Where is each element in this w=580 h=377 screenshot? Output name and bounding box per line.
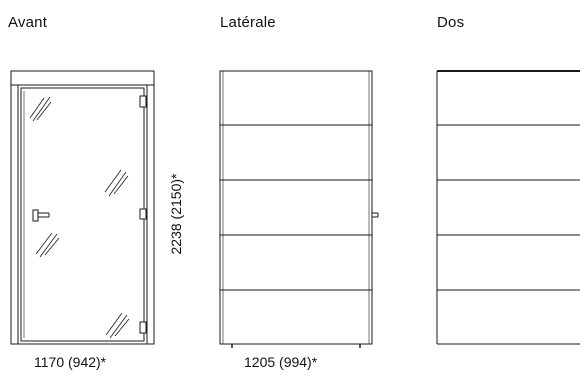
hinge-top [139, 95, 147, 108]
side-view [219, 70, 379, 348]
front-width-dimension: 1170 (942)* [34, 354, 107, 370]
side-outer-frame [219, 70, 373, 345]
side-view-label: Latérale [220, 14, 276, 31]
glass-reflection-marks [29, 96, 130, 339]
front-view-label: Avant [8, 14, 48, 31]
front-view [10, 70, 155, 345]
side-width-dimension: 1205 (994)* [244, 354, 318, 370]
hinge-bottom [139, 321, 147, 334]
front-outer-frame [10, 70, 155, 345]
glass-door-panel [20, 87, 145, 342]
door-handle-plate [32, 209, 39, 222]
hinge-middle [139, 208, 147, 220]
front-top-rail [10, 70, 155, 86]
back-view [436, 70, 580, 345]
height-dimension: 2238 (2150)* [168, 173, 184, 255]
back-view-label: Dos [437, 14, 465, 31]
